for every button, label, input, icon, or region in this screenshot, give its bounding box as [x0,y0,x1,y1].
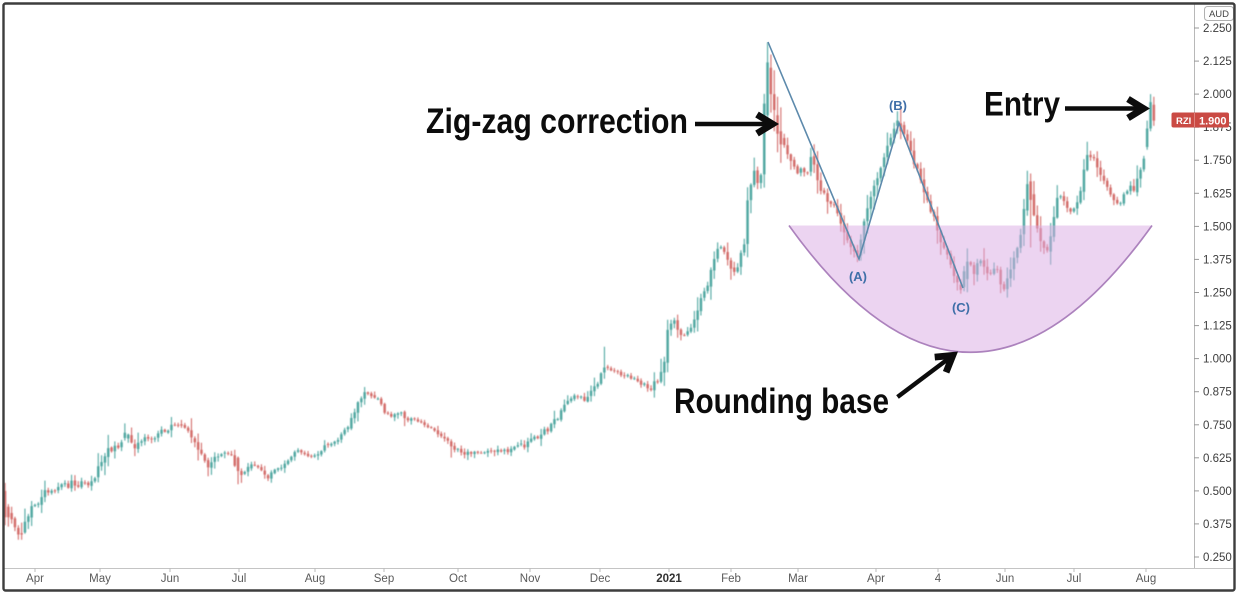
svg-text:Sep: Sep [374,573,394,585]
svg-text:0.375: 0.375 [1203,519,1232,531]
svg-text:Feb: Feb [721,573,741,585]
svg-text:Oct: Oct [449,573,468,585]
svg-text:Zig-zag correction: Zig-zag correction [426,102,688,141]
svg-text:1.125: 1.125 [1203,321,1232,333]
svg-text:Jul: Jul [1067,573,1082,585]
svg-text:4: 4 [935,573,942,585]
svg-text:2021: 2021 [656,573,682,585]
svg-text:1.250: 1.250 [1203,288,1232,300]
svg-text:0.625: 0.625 [1203,453,1232,465]
svg-text:1.500: 1.500 [1203,221,1232,233]
svg-text:0.250: 0.250 [1203,552,1232,564]
svg-text:0.500: 0.500 [1203,486,1232,498]
svg-text:(A): (A) [849,269,867,284]
svg-text:(B): (B) [889,98,907,113]
svg-text:1.625: 1.625 [1203,188,1232,200]
svg-text:Aug: Aug [1136,573,1156,585]
svg-text:Apr: Apr [867,573,885,585]
svg-text:Jun: Jun [996,573,1015,585]
svg-text:Rounding base: Rounding base [674,382,889,421]
svg-text:2.125: 2.125 [1203,56,1232,68]
svg-text:1.375: 1.375 [1203,254,1232,266]
svg-text:May: May [89,573,111,585]
svg-text:Apr: Apr [26,573,44,585]
svg-text:Entry: Entry [984,86,1060,124]
svg-text:0.750: 0.750 [1203,420,1232,432]
svg-text:Jun: Jun [161,573,180,585]
svg-text:2.250: 2.250 [1203,23,1232,35]
svg-text:AUD: AUD [1209,9,1229,20]
svg-text:1.000: 1.000 [1203,354,1232,366]
svg-text:Jul: Jul [232,573,247,585]
svg-text:RZI: RZI [1176,116,1191,127]
svg-text:2.000: 2.000 [1203,89,1232,101]
svg-text:Nov: Nov [520,573,541,585]
svg-text:Mar: Mar [788,573,808,585]
svg-text:(C): (C) [952,300,970,315]
svg-text:Aug: Aug [305,573,325,585]
svg-text:1.900: 1.900 [1199,116,1227,128]
svg-text:1.750: 1.750 [1203,155,1232,167]
svg-text:Dec: Dec [590,573,611,585]
svg-text:0.875: 0.875 [1203,387,1232,399]
